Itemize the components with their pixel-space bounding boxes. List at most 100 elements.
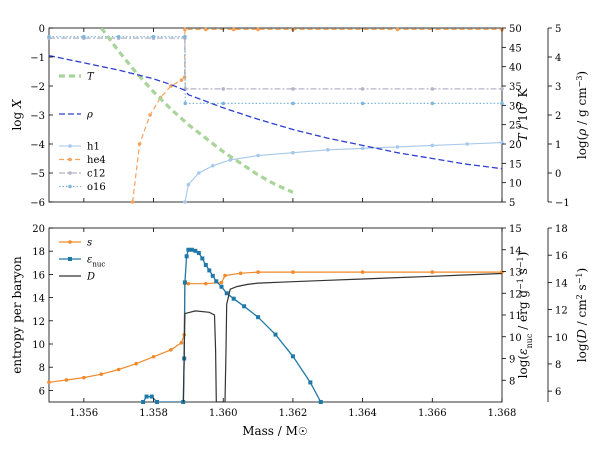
series-d-line <box>182 272 502 402</box>
series-eps-nuc-point <box>214 279 219 284</box>
bottom-ylabel-eps-nuc: log(εnuc / erg g−1 s−1) <box>516 252 534 379</box>
bottom-diffusion-tick-label: 12 <box>555 306 568 317</box>
legend-s-marker <box>68 240 72 244</box>
series-s-point <box>223 273 227 278</box>
series-rho-line <box>49 54 502 170</box>
series-h1-point <box>395 145 400 149</box>
bottom-x-tick-label: 1.362 <box>279 408 308 419</box>
series-eps-nuc-point <box>203 262 208 267</box>
series-h1-point <box>197 171 201 175</box>
top-data-layer <box>47 27 504 204</box>
top-axis-titles: log X T / 107 K log(ρ / g cm−3) <box>10 71 589 159</box>
top-temp-tick-label: 40 <box>509 63 522 74</box>
legend-h1-marker <box>68 144 72 148</box>
series-eps-nuc-point <box>193 248 198 253</box>
top-temp-tick-label: 25 <box>509 121 522 132</box>
series-eps-nuc-point <box>200 256 205 261</box>
series-eps-nuc-point <box>189 247 194 252</box>
bottom-x-tick-label: 1.364 <box>348 408 377 419</box>
legend-o16-label: o16 <box>87 182 106 193</box>
series-h1-point <box>256 153 260 158</box>
top-density-tick-label: 1 <box>555 140 561 151</box>
series-eps-nuc-point <box>144 394 149 399</box>
series-s-point <box>360 270 365 274</box>
top-density-tick-label: 5 <box>555 24 561 35</box>
top-ylabel-density: log(ρ / g cm−3) <box>575 71 590 159</box>
legend-s-label: s <box>87 238 92 249</box>
series-eps-nuc-point <box>219 284 224 289</box>
series-eps-nuc-point <box>256 315 261 320</box>
series-s-point <box>204 281 208 286</box>
bottom-diffusion-tick-label: 6 <box>555 387 561 398</box>
series-eps-nuc-point <box>224 291 229 296</box>
legend-c12-marker <box>68 171 72 175</box>
top-logx-tick-label: −4 <box>30 140 45 151</box>
bottom-ylabel-diffusion: log(D / cm2 s−1) <box>575 268 590 362</box>
series-s-point <box>151 354 156 359</box>
bottom-eps-tick-label: 10 <box>509 333 522 344</box>
bottom-eps-tick-label: 13 <box>509 268 522 279</box>
series-s-point <box>430 270 435 274</box>
top-logx-tick-label: −1 <box>30 53 45 64</box>
top-density-tick-label: 0 <box>555 169 561 180</box>
legend-he4-marker <box>68 157 72 162</box>
series-eps-nuc-point <box>318 400 323 404</box>
series-eps-nuc-point <box>196 251 201 256</box>
top-temp-tick-label: 45 <box>509 43 522 54</box>
bottom-entropy-tick-label: 14 <box>32 294 45 305</box>
bottom-diffusion-tick-label: 18 <box>555 224 568 235</box>
series-eps-nuc-point <box>149 394 154 399</box>
top-plot-frame <box>48 27 503 203</box>
series-s-point <box>238 271 243 276</box>
series-o16-point <box>360 101 365 106</box>
series-s-line <box>49 271 502 383</box>
series-h1-point <box>186 182 191 187</box>
series-o16-point <box>291 101 295 106</box>
top-density-tick-label: −1 <box>555 198 570 209</box>
bottom-x-tick-label: 1.366 <box>418 408 447 419</box>
top-logx-tick-label: 0 <box>39 24 45 35</box>
series-eps-nuc-point <box>290 354 295 359</box>
series-o16-point <box>183 101 188 106</box>
series-o16-line <box>49 36 502 104</box>
bottom-diffusion-tick-label: 16 <box>555 251 568 262</box>
bottom-entropy-tick-label: 20 <box>32 224 45 235</box>
bottom-entropy-tick-label: 18 <box>32 247 45 258</box>
series-eps-nuc-point <box>141 400 146 404</box>
series-he4-point <box>148 113 152 117</box>
series-c12-point <box>291 87 295 91</box>
bottom-eps-tick-label: 14 <box>509 246 522 257</box>
series-eps-nuc-point <box>308 380 313 385</box>
series-h1-point <box>228 158 232 162</box>
bottom-x-tick-label: 1.368 <box>488 408 517 419</box>
bottom-x-tick-label: 1.356 <box>70 408 99 419</box>
series-eps-nuc-point <box>242 304 247 309</box>
series-o16-point <box>183 34 187 39</box>
series-s-point <box>291 270 295 274</box>
top-logx-tick-label: −2 <box>30 82 45 93</box>
bottom-diffusion-tick-label: 14 <box>555 278 568 289</box>
bottom-x-tick-label: 1.358 <box>139 408 168 419</box>
series-s-point <box>47 380 51 385</box>
top-logx-tick-label: −5 <box>30 169 45 180</box>
top-temp-tick-label: 30 <box>509 101 522 112</box>
series-c12-point <box>430 87 435 91</box>
series-c12-point <box>360 87 365 91</box>
bottom-eps-tick-label: 12 <box>509 289 522 300</box>
legend-h1-label: h1 <box>87 142 100 153</box>
series-s-point <box>186 281 191 286</box>
series-h1-point <box>210 163 215 168</box>
bottom-diffusion-tick-label: 8 <box>555 360 561 371</box>
series-s-point <box>219 280 224 285</box>
legend-rho-label: ρ <box>86 110 93 121</box>
series-s-point <box>64 378 69 382</box>
legend-c12-label: c12 <box>87 169 105 180</box>
bottom-ylabel-entropy: entropy per baryon <box>10 256 24 374</box>
series-h1-point <box>325 148 330 152</box>
series-o16-point <box>151 34 156 39</box>
series-eps-nuc-point <box>186 247 191 252</box>
series-eps-nuc-point <box>155 400 160 404</box>
series-s-point <box>256 270 260 274</box>
series-eps-nuc-point <box>210 273 215 278</box>
